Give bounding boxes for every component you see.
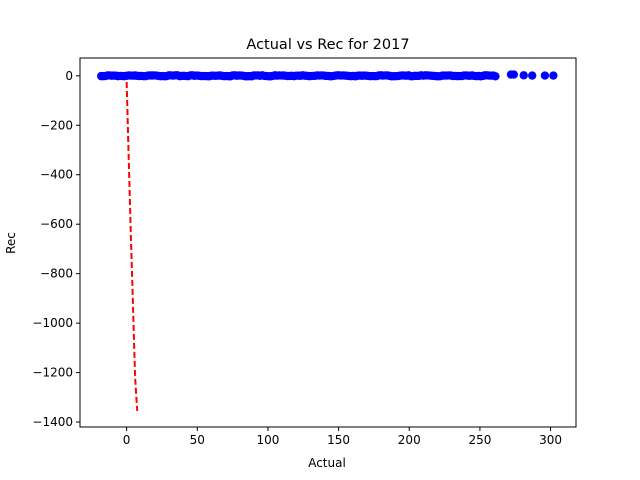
x-axis-label: Actual — [308, 456, 346, 470]
fit-line-path — [125, 81, 139, 411]
y-tick-label: −400 — [40, 168, 73, 182]
y-tick-label: −1400 — [32, 415, 73, 429]
y-tick-label: −1200 — [32, 366, 73, 380]
y-tick-label: −200 — [40, 118, 73, 132]
chart-title: Actual vs Rec for 2017 — [246, 37, 409, 53]
x-tick-label: 0 — [123, 433, 131, 447]
data-point — [519, 71, 528, 80]
scatter-points — [97, 70, 558, 81]
data-point — [540, 71, 550, 80]
data-point — [527, 71, 537, 80]
data-point — [491, 72, 500, 81]
x-tick-label: 300 — [539, 433, 562, 447]
y-tick-label: −800 — [40, 267, 73, 281]
x-tick-label: 250 — [468, 433, 491, 447]
data-point — [509, 70, 519, 79]
x-tick-label: 100 — [256, 433, 279, 447]
y-tick-label: 0 — [65, 69, 73, 83]
x-tick-label: 150 — [327, 433, 350, 447]
y-tick-label: −600 — [40, 217, 73, 231]
x-tick-label: 200 — [398, 433, 421, 447]
y-axis-label: Rec — [4, 232, 18, 254]
x-tick-label: 50 — [190, 433, 205, 447]
y-tick-label: −1000 — [32, 316, 73, 330]
x-ticks: 0 50 100 150 200 250 300 — [123, 427, 562, 447]
axes-frame — [79, 57, 577, 428]
data-point — [549, 71, 558, 80]
fit-line — [125, 81, 139, 411]
y-ticks: 0 −200 −400 −600 −800 −1000 −1200 −1400 — [32, 69, 80, 429]
